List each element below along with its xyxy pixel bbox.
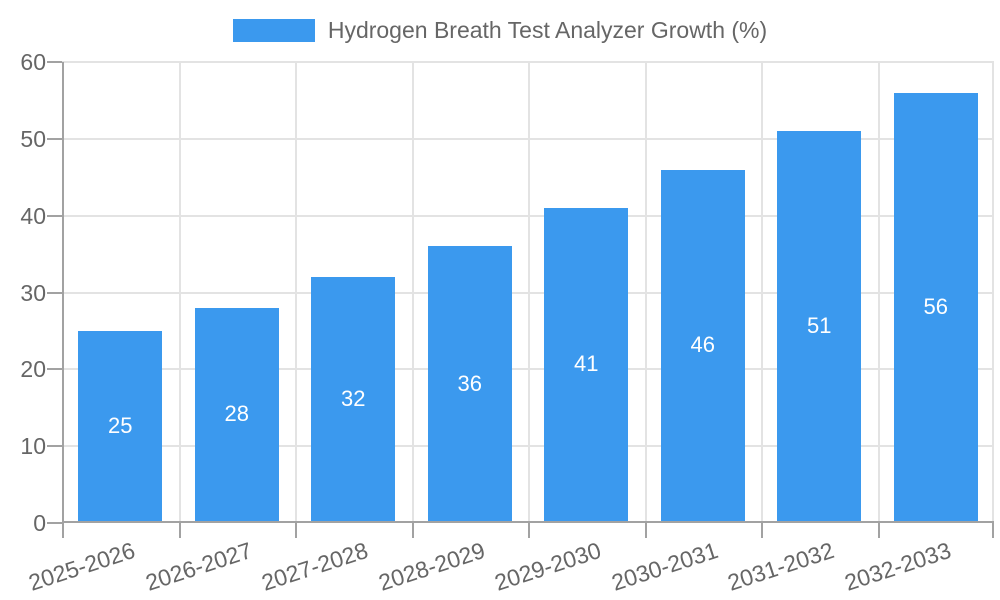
legend-label: Hydrogen Breath Test Analyzer Growth (%) bbox=[327, 17, 768, 43]
bar[interactable]: 25 bbox=[78, 330, 163, 521]
y-tick-label: 20 bbox=[20, 356, 46, 383]
y-tick-label: 10 bbox=[20, 433, 46, 460]
y-axis-tick bbox=[47, 522, 62, 524]
x-axis-tick bbox=[62, 523, 64, 538]
bar-value-label: 56 bbox=[923, 293, 948, 319]
x-axis-tick bbox=[179, 523, 181, 538]
x-axis-tick bbox=[761, 523, 763, 538]
x-axis-tick bbox=[878, 523, 880, 538]
bar[interactable]: 28 bbox=[194, 307, 279, 521]
y-axis-tick bbox=[47, 137, 62, 140]
legend-swatch-icon bbox=[232, 18, 315, 42]
bar[interactable]: 36 bbox=[427, 246, 512, 521]
chart-legend[interactable]: Hydrogen Breath Test Analyzer Growth (%) bbox=[0, 16, 1000, 44]
bar-value-label: 51 bbox=[807, 313, 832, 339]
plot-area: 0 10 20 30 40 50 60 25 2025-2026 28 2026-2027 32 202… bbox=[20, 49, 994, 596]
x-axis-tick bbox=[412, 523, 414, 538]
y-axis-tick bbox=[47, 61, 62, 63]
gridline-vertical bbox=[412, 62, 414, 523]
gridline-vertical bbox=[761, 62, 763, 523]
y-axis-tick bbox=[47, 291, 62, 294]
y-axis-tick bbox=[47, 368, 62, 371]
y-tick-label: 30 bbox=[20, 279, 46, 306]
bar[interactable]: 46 bbox=[660, 169, 745, 521]
bar[interactable]: 56 bbox=[893, 92, 978, 521]
bar-value-label: 25 bbox=[108, 412, 133, 438]
x-axis-tick bbox=[992, 523, 994, 538]
bar[interactable]: 51 bbox=[777, 131, 862, 521]
y-axis-tick bbox=[47, 445, 62, 448]
y-axis-line bbox=[62, 62, 64, 523]
y-tick-label: 60 bbox=[20, 49, 46, 75]
x-axis-tick bbox=[645, 523, 647, 538]
gridline-vertical bbox=[992, 62, 994, 523]
gridline-vertical bbox=[645, 62, 647, 523]
y-tick-label: 40 bbox=[20, 202, 46, 229]
gridline-vertical bbox=[528, 62, 530, 523]
bar-value-label: 41 bbox=[574, 351, 599, 377]
y-tick-label: 0 bbox=[33, 510, 46, 536]
x-axis-tick bbox=[528, 523, 530, 538]
gridline-vertical bbox=[878, 62, 880, 523]
bar-value-label: 36 bbox=[457, 370, 482, 396]
gridline-vertical bbox=[295, 62, 297, 523]
bar[interactable]: 32 bbox=[311, 277, 396, 521]
bar-value-label: 46 bbox=[690, 332, 715, 358]
bar[interactable]: 41 bbox=[544, 207, 629, 521]
y-tick-label: 50 bbox=[20, 125, 46, 152]
y-axis-tick bbox=[47, 214, 62, 217]
x-axis-tick bbox=[295, 523, 297, 538]
gridline-vertical bbox=[179, 62, 181, 523]
bar-value-label: 28 bbox=[224, 401, 249, 427]
x-axis-line bbox=[62, 521, 994, 523]
bar-value-label: 32 bbox=[341, 386, 366, 412]
